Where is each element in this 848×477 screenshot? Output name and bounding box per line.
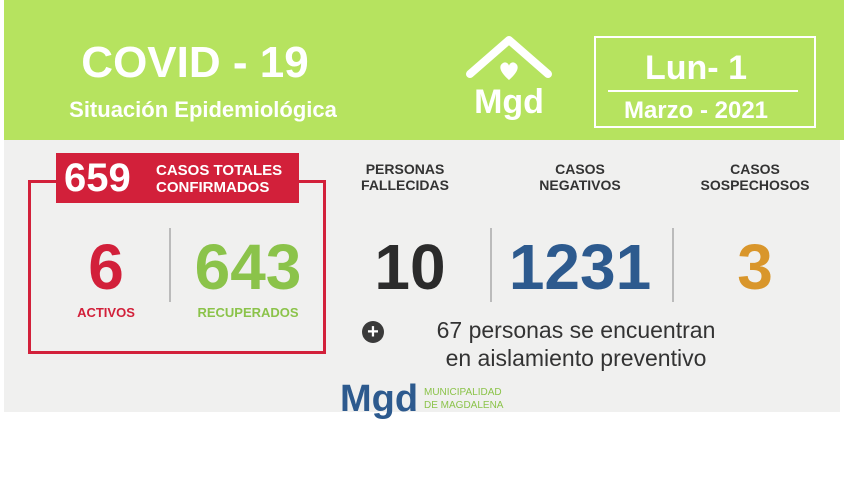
- divider: [169, 228, 171, 302]
- recovered-value: 643: [194, 231, 302, 303]
- page-title: COVID - 19: [81, 38, 309, 87]
- page-subtitle: Situación Epidemiológica: [69, 97, 337, 122]
- total-cases-value: 659: [64, 156, 131, 200]
- isolation-line2: en aislamiento preventivo: [445, 345, 707, 371]
- active-cases-label: ACTIVOS: [77, 305, 135, 320]
- total-cases-label-line1: CASOS TOTALES: [156, 162, 283, 179]
- divider: [672, 228, 674, 302]
- plus-circle-icon: +: [362, 321, 384, 343]
- footer-logo-mark: Mgd: [340, 378, 419, 420]
- footer-logo-line2: DE MAGDALENA: [424, 400, 504, 411]
- municipal-logo: Mgd: [462, 36, 556, 126]
- isolation-note: 67 personas se encuentran en aislamiento…: [396, 316, 756, 372]
- negative-heading: CASOS NEGATIVOS: [539, 161, 621, 193]
- suspected-value: 3: [737, 231, 773, 303]
- date-box: Lun- 1 Marzo - 2021: [594, 36, 816, 128]
- footer-logo-text: MUNICIPALIDAD DE MAGDALENA: [424, 386, 544, 412]
- total-cases-badge: 659 CASOS TOTALES CONFIRMADOS: [56, 153, 299, 203]
- logo-text: Mgd: [474, 83, 544, 121]
- divider: [490, 228, 492, 302]
- suspected-heading: CASOS SOSPECHOSOS: [700, 161, 810, 193]
- date-day: Lun- 1: [645, 49, 747, 87]
- total-cases-label: CASOS TOTALES CONFIRMADOS: [156, 162, 296, 196]
- active-cases-value: 6: [88, 231, 124, 303]
- date-divider: [608, 90, 798, 92]
- house-heart-icon: [466, 36, 552, 80]
- date-month: Marzo - 2021: [623, 97, 769, 124]
- footer-logo: Mgd MUNICIPALIDAD DE MAGDALENA: [340, 378, 540, 422]
- total-cases-label-line2: CONFIRMADOS: [156, 179, 270, 196]
- negative-value: 1231: [508, 231, 652, 303]
- isolation-line1: 67 personas se encuentran: [436, 317, 716, 343]
- deaths-heading: PERSONAS FALLECIDAS: [361, 161, 449, 193]
- header-banner: [4, 0, 844, 140]
- footer-logo-line1: MUNICIPALIDAD: [424, 387, 502, 398]
- deaths-value: 10: [374, 231, 446, 303]
- recovered-label: RECUPERADOS: [197, 305, 299, 320]
